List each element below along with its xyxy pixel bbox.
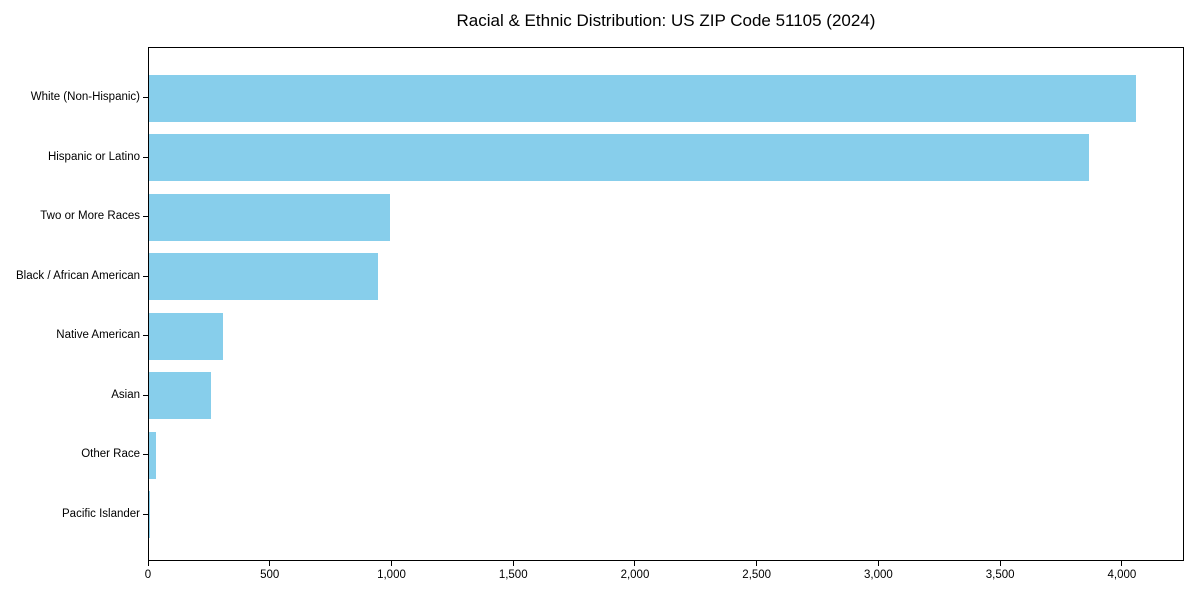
x-tick-mark: [512, 561, 514, 566]
plot-area: [148, 47, 1184, 561]
x-tick-label: 1,000: [377, 569, 406, 581]
x-tick-label: 2,000: [620, 569, 650, 581]
x-tick-mark: [999, 561, 1001, 566]
x-tick-mark: [1121, 561, 1123, 566]
x-tick-label: 2,500: [742, 569, 772, 581]
x-tick-label: 4,000: [1107, 569, 1137, 581]
x-tick-label: 0: [144, 569, 152, 581]
y-tick-mark: [143, 335, 148, 336]
y-tick-mark: [143, 216, 148, 217]
y-tick-label: Asian: [111, 388, 140, 401]
x-tick-label: 3,000: [864, 569, 893, 581]
bar: [149, 431, 156, 479]
chart-title: Racial & Ethnic Distribution: US ZIP Cod…: [456, 11, 876, 30]
bar: [149, 193, 391, 241]
x-tick-label: 3,500: [985, 569, 1015, 581]
y-tick-label: Other Race: [81, 448, 140, 460]
y-tick-mark: [143, 156, 148, 158]
bar: [149, 134, 1089, 181]
bar: [149, 253, 378, 300]
x-tick-mark: [877, 561, 879, 566]
x-tick-mark: [390, 561, 392, 566]
y-tick-label: White (Non-Hispanic): [30, 91, 140, 103]
x-tick-label: 500: [260, 569, 280, 581]
y-tick-label: Native American: [56, 329, 140, 341]
x-tick-mark: [269, 561, 271, 566]
bar: [149, 372, 212, 419]
y-tick-label: Hispanic or Latino: [47, 150, 140, 163]
x-tick-label: 1,500: [498, 569, 528, 581]
y-tick-mark: [143, 513, 148, 515]
bar: [149, 74, 1137, 122]
y-tick-label: Pacific Islander: [62, 507, 140, 520]
y-tick-mark: [143, 394, 148, 396]
x-tick-mark: [634, 561, 636, 566]
y-tick-label: Black / African American: [16, 269, 140, 282]
y-tick-mark: [143, 97, 148, 98]
bar: [149, 312, 224, 360]
y-tick-mark: [143, 454, 148, 455]
x-tick-mark: [147, 561, 149, 566]
x-tick-mark: [756, 561, 758, 566]
y-tick-label: Two or More Races: [40, 210, 140, 222]
y-tick-mark: [143, 275, 148, 277]
